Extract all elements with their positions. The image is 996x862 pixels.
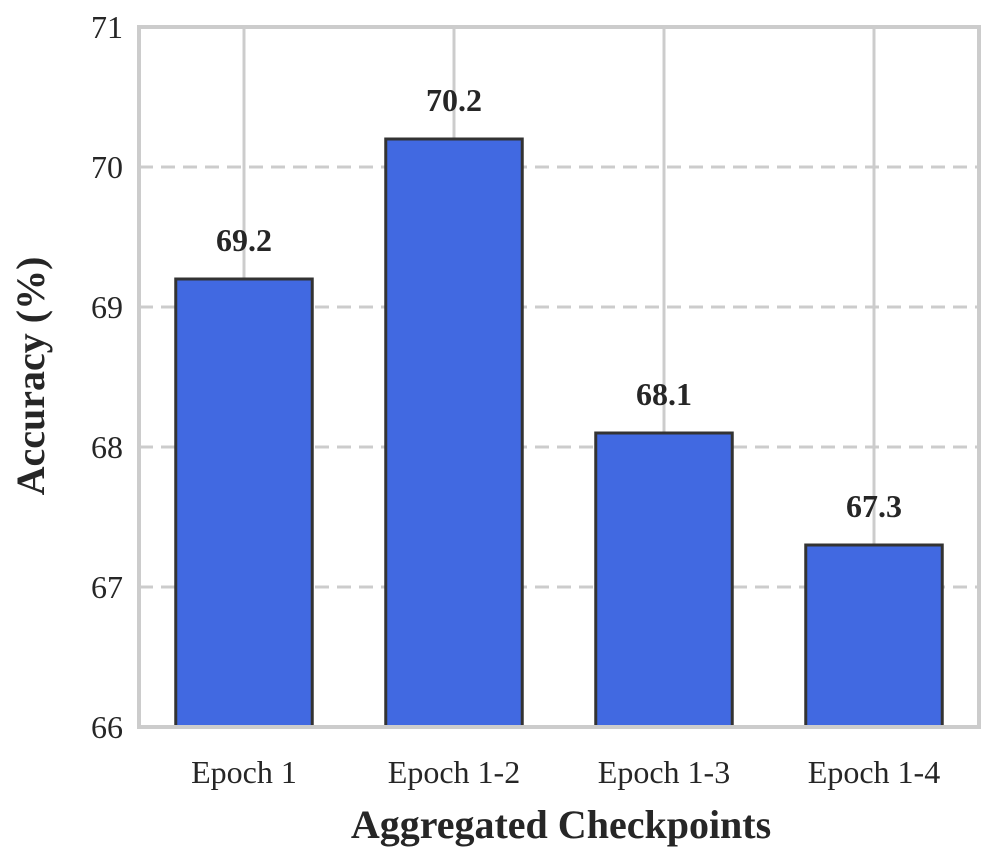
- x-tick-label: Epoch 1-4: [808, 754, 940, 790]
- bar: [594, 431, 734, 729]
- y-tick-label: 67: [91, 569, 123, 605]
- x-axis-ticks: Epoch 1 Epoch 1-2 Epoch 1-3 Epoch 1-4: [191, 754, 940, 790]
- bar-value-label: 69.2: [216, 222, 272, 258]
- value-labels: 69.2 70.2 68.1 67.3: [216, 82, 902, 524]
- y-tick-label: 71: [91, 9, 123, 45]
- y-tick-label: 70: [91, 149, 123, 185]
- x-tick-label: Epoch 1: [191, 754, 297, 790]
- bar-value-label: 67.3: [846, 488, 902, 524]
- bar-value-label: 70.2: [426, 82, 482, 118]
- x-tick-label: Epoch 1-3: [598, 754, 730, 790]
- plot-frame: [137, 25, 981, 729]
- bar: [384, 137, 524, 729]
- bar-value-label: 68.1: [636, 376, 692, 412]
- bar: [804, 543, 944, 729]
- bars: [174, 137, 944, 729]
- plot-border: [137, 25, 981, 729]
- x-axis-title: Aggregated Checkpoints: [351, 802, 771, 847]
- y-tick-label: 68: [91, 429, 123, 465]
- y-axis-ticks: 66 67 68 69 70 71: [91, 9, 123, 745]
- y-axis-title: Accuracy (%): [8, 257, 53, 496]
- bar: [174, 277, 314, 729]
- y-tick-label: 69: [91, 289, 123, 325]
- y-tick-label: 66: [91, 709, 123, 745]
- x-tick-label: Epoch 1-2: [388, 754, 520, 790]
